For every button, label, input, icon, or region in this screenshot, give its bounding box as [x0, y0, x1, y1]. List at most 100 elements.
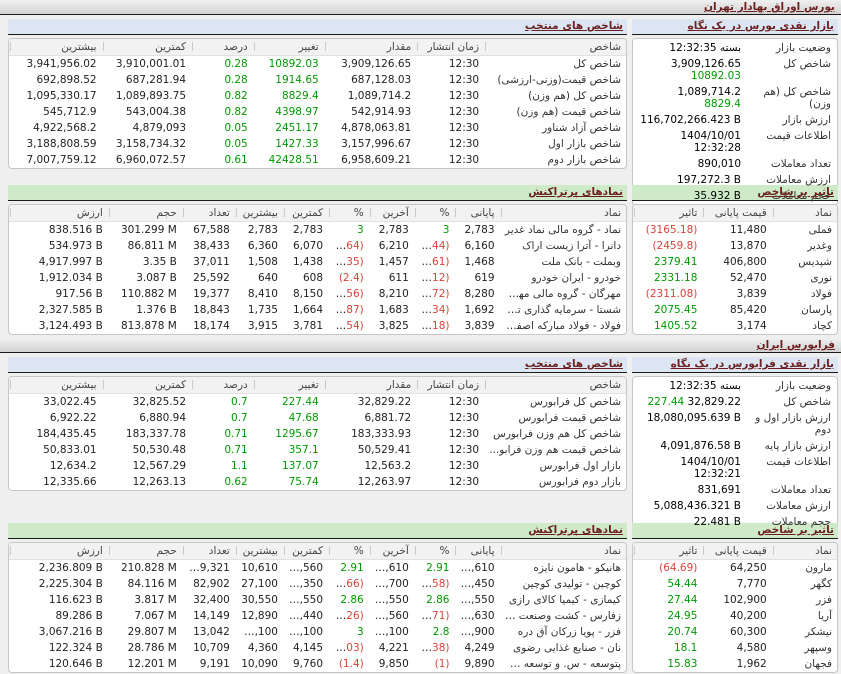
stat-label: ارزش بازار اول و دوم	[755, 412, 831, 436]
cell-value: 3,839	[736, 288, 767, 300]
symbol-link[interactable]: نیشکر	[804, 626, 832, 638]
symbol-link[interactable]: کیمازی - کیمیا کالای رازی	[508, 594, 621, 606]
cell-value: 18,843	[193, 304, 230, 316]
stat-label: اطلاعات قیمت	[766, 456, 831, 468]
tse-indices-panel: شاخص زمان انتشار مقدار تغییر درصد کمترین بیشتر…	[8, 38, 627, 169]
column-header: ارزش	[9, 205, 108, 222]
symbol-link[interactable]: وسپهر	[804, 642, 832, 654]
index-link[interactable]: شاخص قیمت هم وزن فرابو...	[489, 444, 621, 456]
index-link[interactable]: شاخص کل فرابورس	[530, 396, 621, 408]
symbol-link[interactable]: کچاد	[812, 320, 832, 332]
column-header: کمترین	[282, 543, 329, 560]
stat-label: ارزش معاملات	[766, 174, 831, 186]
symbol-link[interactable]: کگهر	[810, 578, 832, 590]
cell-value: 12,890	[241, 610, 278, 622]
cell-value: 67,588	[193, 224, 230, 236]
stat-label: اطلاعات قیمت	[766, 130, 831, 142]
cell-value: 2.86	[340, 594, 364, 606]
ifb-glance-panel: وضعیت بازار بسته 12:32:35 شاخص کل 32,829.22…	[632, 376, 838, 532]
cell-value: 12,567.29	[132, 460, 187, 472]
index-link[interactable]: شاخص کل	[573, 58, 621, 70]
symbol-link[interactable]: شپدیس	[798, 256, 832, 268]
symbol-link[interactable]: هانیکو - هامون نایزه	[533, 562, 621, 574]
cell-value: 2,783	[378, 224, 409, 236]
stat-row: تعداد معاملات 831,691	[633, 482, 837, 498]
table-row: شاخص کل (هم وزن) 12:30 1,089,714.2 8829.4 0.…	[9, 88, 626, 104]
index-link[interactable]: شاخص قیمت(وزنی-ارزشی)	[497, 74, 621, 86]
symbol-link[interactable]: فولاد - فولاد مبارکه اصفهان	[501, 320, 621, 332]
table-row: نیشکر 60,300 20.74	[633, 624, 837, 640]
column-header: نماد	[771, 205, 837, 222]
index-link[interactable]: شاخص قیمت (هم وزن)	[516, 106, 621, 118]
symbol-link[interactable]: وبملت - بانک ملت	[541, 256, 621, 268]
symbol-link[interactable]: فزر - پویا زرکان آق دره	[517, 626, 621, 638]
symbol-link[interactable]: پتوسعه - س. و توسعه صنایع لاستیک	[500, 658, 621, 670]
stat-change: 10892.03	[690, 70, 741, 82]
cell-value: 608	[302, 272, 324, 284]
table-row: وسپهر 4,580 18.1	[633, 640, 837, 656]
stat-row: تعداد معاملات 890,010	[633, 156, 837, 172]
index-link[interactable]: شاخص کل هم وزن فرابورس	[493, 428, 621, 440]
cell-value: 8,410	[247, 288, 278, 300]
symbol-link[interactable]: فزر	[816, 594, 832, 606]
table-row: فولاد - فولاد مبارکه اصفهان 3,839 (1.18) 3,…	[9, 318, 626, 334]
symbol-link[interactable]: فولاد	[810, 288, 832, 300]
symbol-link[interactable]: فملی	[808, 224, 832, 236]
column-header: شاخص	[484, 39, 626, 56]
ifb-title-link[interactable]: فرابورس ایران	[756, 339, 835, 351]
symbol-link[interactable]: دانرا - آترا زیست اراک	[522, 240, 621, 252]
symbol-link[interactable]: مهرگان - گروه مالی مهرگان تامین پا...	[499, 288, 621, 300]
cell-value: 15.83	[667, 658, 698, 670]
index-link[interactable]: شاخص قیمت فرابورس	[518, 412, 621, 424]
cell-value: 38,433	[193, 240, 230, 252]
tse-indices-header: شاخص های منتخب	[8, 19, 627, 35]
symbol-link[interactable]: وغدیر	[807, 240, 832, 252]
stat-value: 32,829.22	[687, 396, 741, 408]
stat-value: بسته 12:32:35	[669, 380, 741, 392]
symbol-link[interactable]: نان - صنایع غذایی رضوی	[513, 642, 621, 654]
stat-value: 197,272.3 B	[677, 174, 741, 186]
index-link[interactable]: شاخص بازار دوم	[547, 154, 621, 166]
table-row: شاخص بازار اول 12:30 3,157,996.67 1427.33 0.…	[9, 136, 626, 152]
cell-value: 30,550	[457, 594, 495, 606]
index-link[interactable]: شاخص بازار اول	[548, 138, 621, 150]
cell-value: 3.087 B	[136, 272, 177, 284]
cell-value: 12,560	[372, 610, 409, 622]
index-link[interactable]: بازار دوم فرابورس	[538, 476, 621, 488]
cell-value: 0.61	[224, 154, 248, 166]
ifb-indices-slot: شاخص زمان انتشار مقدار تغییر درصد کمترین بیشتر…	[8, 376, 627, 520]
table-row: هانیکو - هامون نایزه 10,610 2.91 10,610 2.91…	[9, 560, 626, 577]
cell-value: 4,360	[247, 642, 278, 654]
symbol-link[interactable]: آریا	[817, 610, 832, 622]
symbol-link[interactable]: کوچین - تولیدی کوچین	[522, 578, 621, 590]
cell-value: 3,174	[736, 320, 767, 332]
cell-value: 3	[442, 224, 450, 236]
symbol-link[interactable]: مارون	[805, 562, 832, 574]
symbol-link[interactable]: فجهان	[804, 658, 832, 670]
column-header: %	[413, 543, 455, 560]
cell-value: 12:30	[448, 58, 480, 70]
table-row: شاخص آزاد شناور 12:30 4,878,063.81 2451.17 0…	[9, 120, 626, 136]
symbol-link[interactable]: نماد - گروه مالی نماد غدیر	[504, 224, 621, 236]
index-link[interactable]: بازار اول فرابورس	[539, 460, 621, 472]
cell-value: 1,962	[736, 658, 767, 670]
cell-value: 12,563.2	[364, 460, 412, 472]
symbol-link[interactable]: خودرو - ایران خودرو	[531, 272, 621, 284]
symbol-link[interactable]: شستا - سرمایه گذاری تامین اجتما...	[499, 304, 621, 316]
cell-value: 917.56 B	[55, 288, 103, 300]
symbol-link[interactable]: پارسان	[801, 304, 832, 316]
tse-title-link[interactable]: بورس اوراق بهادار تهران	[704, 1, 835, 13]
cell-value: 6,881.72	[364, 412, 412, 424]
cell-value: 10,090	[241, 658, 278, 670]
symbol-link[interactable]: نوری	[810, 272, 832, 284]
ifb-indices-panel: شاخص زمان انتشار مقدار تغییر درصد کمترین بیشتر…	[8, 376, 627, 491]
ifb-indices-header: شاخص های منتخب	[8, 357, 627, 373]
index-link[interactable]: شاخص آزاد شناور	[542, 122, 621, 134]
table-row: مارون 64,250 (64.69)	[633, 560, 837, 577]
index-link[interactable]: شاخص کل (هم وزن)	[528, 90, 621, 102]
cell-value: 4,145	[292, 642, 324, 654]
symbol-link[interactable]: زفارس - کشت وصنعت و دامپروری پ...	[499, 610, 621, 622]
cell-value: 6,958,609.21	[341, 154, 412, 166]
cell-value: 4,580	[736, 642, 767, 654]
cell-value: (1.12)	[417, 272, 450, 284]
